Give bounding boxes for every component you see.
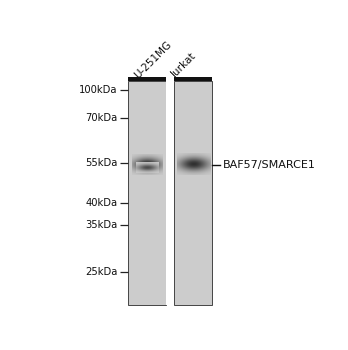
Bar: [174, 77, 212, 81]
Bar: [128, 81, 166, 305]
Text: Jurkat: Jurkat: [170, 52, 199, 80]
Bar: [174, 81, 212, 305]
Text: 70kDa: 70kDa: [85, 113, 118, 123]
Text: 40kDa: 40kDa: [86, 198, 118, 208]
Text: 100kDa: 100kDa: [79, 85, 118, 95]
Bar: [166, 77, 174, 305]
Bar: [128, 77, 166, 81]
Text: 35kDa: 35kDa: [85, 220, 118, 230]
Text: 25kDa: 25kDa: [85, 267, 118, 276]
Text: 55kDa: 55kDa: [85, 158, 118, 168]
Text: BAF57/SMARCE1: BAF57/SMARCE1: [223, 160, 316, 170]
Text: U-251MG: U-251MG: [132, 39, 173, 80]
